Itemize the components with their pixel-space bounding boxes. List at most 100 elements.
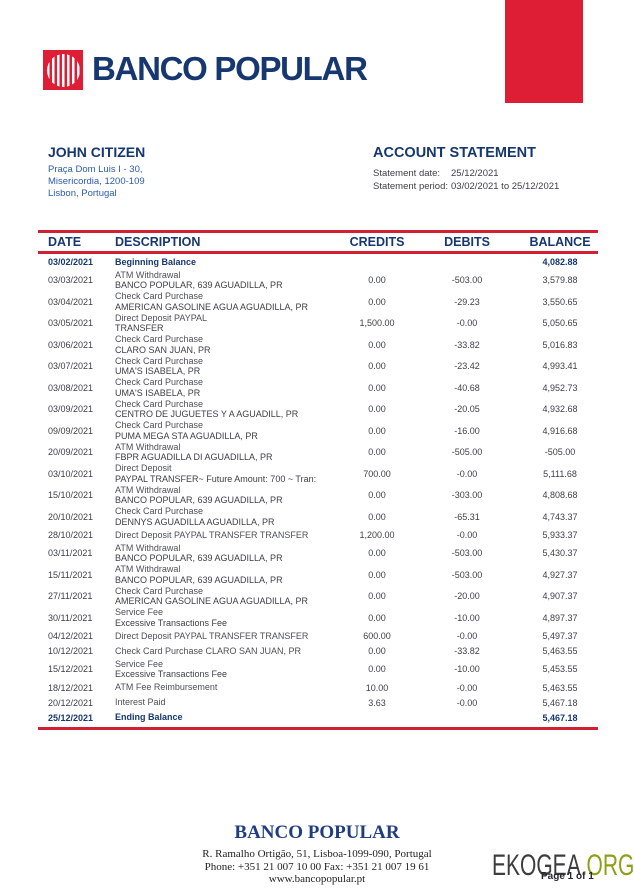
transaction-debits: -20.05	[454, 404, 480, 415]
table-row: 09/09/2021 Check Card Purchase PUMA MEGA …	[38, 420, 598, 442]
transaction-balance: 4,932.68	[542, 404, 578, 415]
transaction-date: 18/12/2021	[48, 682, 94, 693]
transaction-date: 03/06/2021	[48, 339, 94, 350]
transaction-description: Check Card Purchase UMA'S ISABELA, PR	[115, 355, 204, 377]
transaction-description: Interest Paid	[115, 697, 166, 708]
transaction-description: Beginning Balance	[115, 256, 197, 267]
transaction-date: 03/10/2021	[48, 468, 94, 479]
transaction-description: Check Card Purchase UMA'S ISABELA, PR	[115, 377, 204, 398]
customer-name: JOHN CITIZEN	[48, 144, 146, 160]
transaction-credits: 0.00	[368, 339, 386, 350]
table-row: 03/03/2021 ATM Withdrawal BANCO POPULAR, …	[38, 270, 598, 292]
footer-phone-fax: Phone: +351 21 007 10 00 Fax: +351 21 00…	[204, 860, 430, 873]
transaction-date: 25/12/2021	[48, 712, 94, 723]
table-row: 04/12/2021 Direct Deposit PAYPAL TRANSFE…	[38, 629, 598, 644]
transaction-debits: -503.00	[451, 569, 483, 580]
table-row: 10/12/2021 Check Card Purchase CLARO SAN…	[38, 644, 598, 659]
bank-logo-text: BANCO POPULAR	[92, 50, 368, 87]
transaction-balance: 4,907.37	[542, 591, 578, 602]
table-row: 03/11/2021 ATM Withdrawal BANCO POPULAR, …	[38, 543, 598, 565]
table-row: 20/12/2021 Interest Paid 3.63 -0.00 5,46…	[38, 695, 598, 710]
customer-address-line: Misericordia, 1200-109	[48, 176, 145, 187]
transaction-debits: -29.23	[454, 296, 480, 307]
transaction-description: Check Card Purchase CLARO SAN JUAN, PR	[115, 334, 211, 355]
footer-website: www.bancopopular.pt	[268, 873, 366, 885]
header-description: DESCRIPTION	[115, 235, 201, 249]
header-balance: BALANCE	[529, 235, 591, 249]
transaction-balance: 5,050.65	[542, 318, 578, 329]
statement-period-label: Statement period:	[373, 180, 448, 192]
transaction-description: Check Card Purchase CLARO SAN JUAN, PR	[115, 645, 302, 656]
transaction-credits: 0.00	[368, 425, 386, 436]
transaction-balance: 5,463.55	[542, 682, 578, 693]
transaction-balance: 5,453.55	[542, 664, 578, 675]
table-row: 03/04/2021 Check Card Purchase AMERICAN G…	[38, 291, 598, 313]
table-row: 25/12/2021 Ending Balance 5,467.18	[38, 710, 598, 725]
transaction-debits: -65.31	[454, 511, 480, 522]
statement-title: ACCOUNT STATEMENT	[373, 145, 536, 161]
statement-date-label: Statement date:	[373, 168, 441, 179]
transaction-date: 03/03/2021	[48, 275, 94, 286]
transaction-description: Check Card Purchase DENNYS AGUADILLA AGUA…	[115, 506, 275, 527]
ekogea-watermark: EKOGEA.ORG	[492, 849, 634, 882]
transaction-balance: 3,579.88	[542, 275, 578, 286]
transaction-date: 03/04/2021	[48, 296, 94, 307]
table-row: 18/12/2021 ATM Fee Reimbursement 10.00 -…	[38, 680, 598, 695]
transaction-credits: 0.00	[368, 612, 386, 623]
page-indicator: Page 1 of 1	[541, 871, 594, 882]
table-row: 03/05/2021 Direct Deposit PAYPAL TRANSFER…	[38, 313, 598, 335]
transaction-credits: 0.00	[368, 591, 386, 602]
transaction-description: Direct Deposit PAYPAL TRANSFER TRANSFER	[115, 529, 309, 540]
table-row: 30/11/2021 Service Fee Excessive Transact…	[38, 607, 598, 629]
transaction-debits: -503.00	[451, 275, 483, 286]
statement-header: ACCOUNT STATEMENT Statement date: 25/12/…	[373, 145, 559, 193]
transaction-balance: 5,467.18	[542, 712, 578, 723]
transaction-description: Check Card Purchase CENTRO DE JUGUETES Y …	[115, 398, 299, 420]
transaction-balance: 5,463.55	[542, 646, 578, 656]
transaction-date: 28/10/2021	[48, 530, 94, 540]
transaction-debits: -505.00	[451, 447, 483, 458]
transaction-debits: -33.82	[454, 646, 480, 656]
transaction-date: 03/09/2021	[48, 404, 94, 415]
table-row: 15/11/2021 ATM Withdrawal BANCO POPULAR, …	[38, 564, 598, 586]
transaction-description: Direct Deposit PAYPAL TRANSFER	[115, 312, 208, 334]
transaction-balance: 4,743.37	[542, 511, 578, 522]
header-debits: DEBITS	[444, 235, 490, 249]
transaction-balance: 5,430.37	[542, 548, 578, 559]
transaction-debits: -23.42	[454, 361, 480, 372]
table-row: 27/11/2021 Check Card Purchase AMERICAN G…	[38, 586, 598, 608]
transaction-balance: 4,927.37	[542, 569, 578, 580]
transaction-debits: -0.00	[456, 530, 478, 540]
table-header: DATE DESCRIPTION CREDITS DEBITS BALANCE	[38, 230, 598, 254]
transaction-date: 15/12/2021	[48, 664, 94, 675]
transaction-date: 03/02/2021	[48, 257, 94, 267]
transaction-description: Check Card Purchase AMERICAN GASOLINE AGU…	[115, 291, 309, 312]
transaction-description: Check Card Purchase PUMA MEGA STA AGUADIL…	[115, 420, 258, 441]
statement-period-row: Statement period: 03/02/2021 to 25/12/20…	[373, 181, 559, 194]
header-date: DATE	[48, 235, 82, 249]
table-row: 03/10/2021 Direct Deposit PAYPAL TRANSFER…	[38, 463, 598, 485]
transaction-date: 03/11/2021	[48, 548, 93, 559]
table-row: 15/10/2021 ATM Withdrawal BANCO POPULAR, …	[38, 485, 598, 507]
transaction-credits: 0.00	[368, 664, 386, 675]
table-body: 03/02/2021 Beginning Balance 4,082.88 03…	[38, 254, 598, 730]
customer-block: JOHN CITIZEN Praça Dom Luis I - 30, Mise…	[48, 144, 145, 200]
statement-date-value: 25/12/2021	[451, 168, 499, 179]
transaction-date: 20/10/2021	[48, 511, 94, 522]
transaction-date: 10/12/2021	[48, 646, 94, 656]
transaction-description: ATM Fee Reimbursement	[115, 682, 218, 693]
transaction-date: 15/10/2021	[48, 490, 94, 501]
transaction-date: 03/07/2021	[48, 361, 94, 372]
transaction-debits: -0.00	[456, 468, 478, 479]
transaction-debits: -0.00	[456, 631, 478, 641]
customer-address-line: Praça Dom Luis I - 30,	[48, 164, 143, 175]
table-row: 03/06/2021 Check Card Purchase CLARO SAN …	[38, 334, 598, 356]
transaction-debits: -10.00	[454, 612, 480, 623]
transaction-balance: 5,467.18	[542, 697, 578, 708]
table-row: 28/10/2021 Direct Deposit PAYPAL TRANSFE…	[38, 528, 598, 543]
transaction-credits: 0.00	[368, 275, 386, 286]
transaction-balance: 3,550.65	[542, 296, 578, 307]
customer-address-line: Lisbon, Portugal	[48, 188, 117, 199]
transaction-credits: 0.00	[368, 404, 386, 415]
